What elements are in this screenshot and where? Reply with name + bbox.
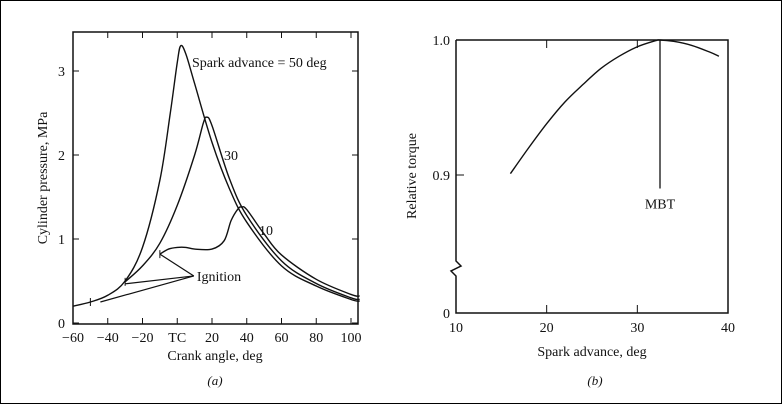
y-tick-label-a: 0 (58, 317, 65, 332)
x-tick-label-a: −40 (97, 331, 119, 346)
x-tick-label-a: TC (168, 331, 186, 346)
series-label-10: 10 (259, 224, 273, 239)
panel-b: 10 20 30 40 0 0.9 1.0 MBT Spark advance, deg R… (405, 34, 735, 388)
mbt-annotation: MBT (645, 198, 676, 213)
ignition-leader-line (100, 275, 194, 303)
y-axis-label-a: Cylinder pressure, MPa (36, 111, 51, 244)
x-tick-label-a: 20 (205, 331, 219, 346)
panel-caption-b: (b) (587, 373, 602, 388)
plot-frame-a (72, 31, 359, 325)
ignition-leader-line (159, 253, 195, 277)
y-tick-label-b: 0.9 (433, 169, 451, 184)
panel-a: −60 −40 −20 TC 20 40 60 80 100 0 1 2 3 Spark advance… (36, 31, 362, 388)
plot-frame-b (449, 39, 729, 314)
panel-caption-a: (a) (207, 373, 222, 388)
y-tick-label-b: 1.0 (433, 34, 451, 49)
torque-curve (509, 39, 720, 175)
x-axis-label-a: Crank angle, deg (167, 349, 262, 364)
x-tick-label-a: 80 (309, 331, 323, 346)
pressure-curve-30 (124, 116, 360, 301)
x-tick-label-a: −60 (62, 331, 84, 346)
x-tick-label-a: 40 (240, 331, 254, 346)
ignition-leader-line (125, 275, 194, 285)
x-tick-label-b: 30 (630, 321, 644, 336)
y-tick-label-a: 3 (58, 65, 65, 80)
x-tick-label-a: 60 (275, 331, 289, 346)
x-tick-label-b: 20 (540, 321, 554, 336)
series-label-30: 30 (224, 149, 238, 164)
y-tick-label-a: 2 (58, 149, 65, 164)
pressure-curve-50 (72, 44, 360, 307)
x-tick-label-b: 40 (721, 321, 735, 336)
y-tick-label-a: 1 (58, 233, 65, 248)
x-axis-label-b: Spark advance, deg (537, 345, 646, 360)
y-axis-label-b: Relative torque (405, 133, 420, 219)
ignition-annotation: Ignition (197, 270, 241, 285)
y-tick-label-b: 0 (443, 307, 450, 322)
pressure-curve-10 (159, 206, 360, 297)
x-tick-label-b: 10 (449, 321, 463, 336)
x-tick-label-a: 100 (341, 331, 362, 346)
x-tick-label-a: −20 (132, 331, 154, 346)
series-label-50: Spark advance = 50 deg (192, 56, 327, 71)
